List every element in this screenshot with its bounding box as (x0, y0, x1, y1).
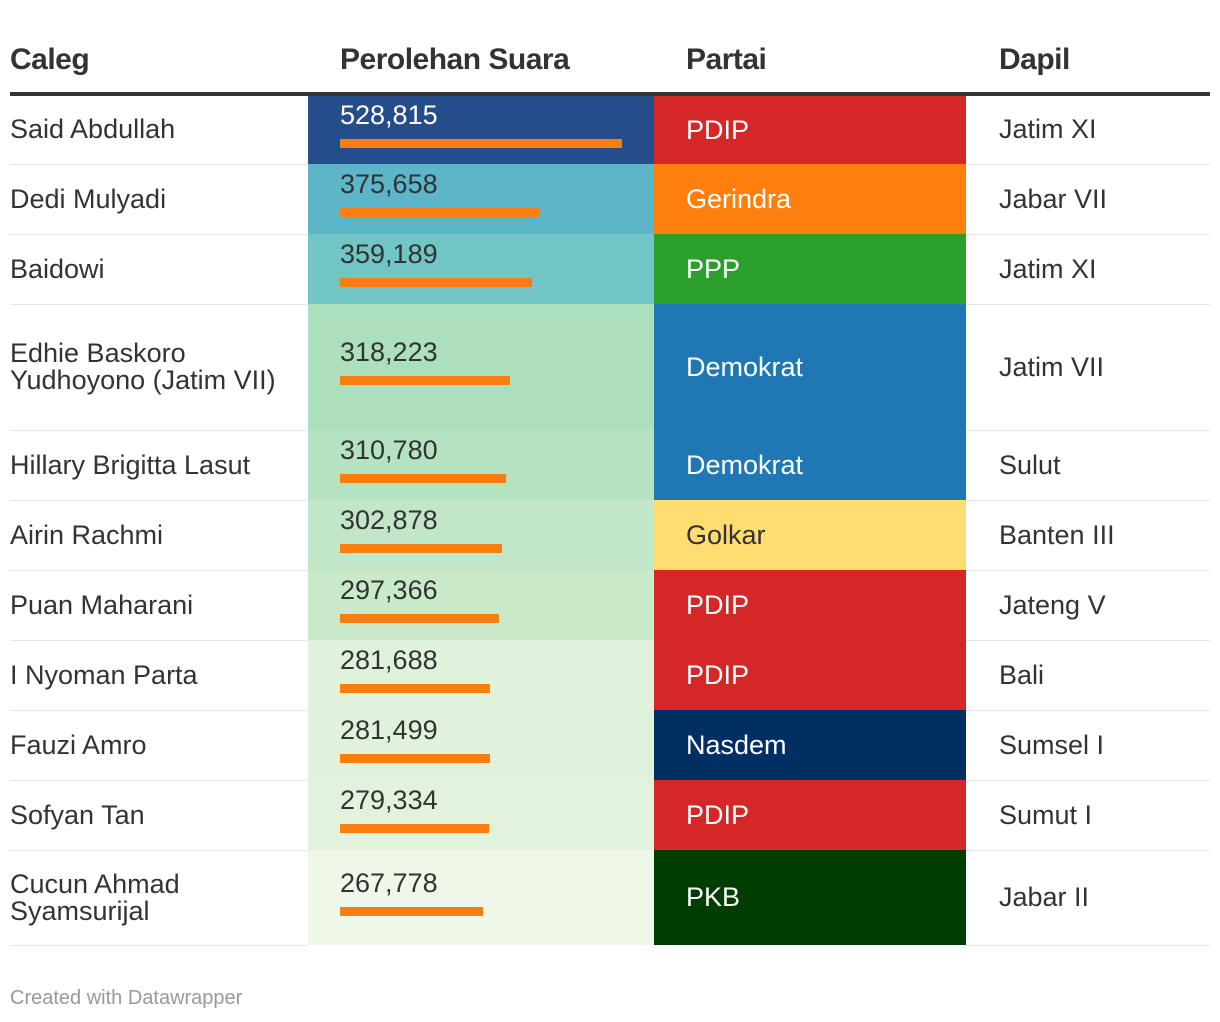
cell-votes: 310,780 (308, 430, 654, 500)
cell-caleg: Cucun Ahmad Syamsurijal (10, 850, 308, 946)
cell-votes: 375,658 (308, 164, 654, 234)
cell-partai: Demokrat (654, 430, 966, 500)
table-row: Sofyan Tan 279,334 PDIP Sumut I (10, 780, 1210, 851)
cell-votes: 267,778 (308, 850, 654, 945)
cell-caleg: Sofyan Tan (10, 780, 308, 851)
cell-caleg: Fauzi Amro (10, 710, 308, 781)
vote-value: 267,778 (340, 867, 438, 898)
cell-dapil: Sumut I (966, 780, 1210, 851)
cell-partai: PDIP (654, 780, 966, 850)
cell-partai: Nasdem (654, 710, 966, 780)
vote-cell-content: 279,334 (340, 787, 654, 833)
vote-cell-content: 528,815 (340, 102, 654, 148)
vote-cell-content: 359,189 (340, 241, 654, 287)
vote-bar (340, 278, 532, 287)
cell-caleg: I Nyoman Parta (10, 640, 308, 711)
cell-dapil: Sulut (966, 430, 1210, 501)
cell-votes: 281,688 (308, 640, 654, 710)
header-votes[interactable]: Perolehan Suara (308, 28, 654, 96)
cell-votes: 359,189 (308, 234, 654, 304)
cell-partai: PDIP (654, 94, 966, 164)
vote-value: 281,688 (340, 645, 438, 675)
vote-value: 359,189 (340, 239, 438, 269)
vote-value: 310,780 (340, 435, 438, 465)
cell-votes: 528,815 (308, 94, 654, 164)
cell-dapil: Bali (966, 640, 1210, 711)
table-row: Hillary Brigitta Lasut 310,780 Demokrat Sul… (10, 430, 1210, 501)
vote-bar (340, 754, 490, 763)
header-caleg[interactable]: Caleg (10, 28, 308, 96)
vote-cell-content: 310,780 (340, 437, 654, 483)
vote-cell-content: 267,778 (340, 867, 654, 916)
header-dapil[interactable]: Dapil (966, 28, 1210, 96)
vote-cell-content: 302,878 (340, 507, 654, 553)
vote-bar (340, 906, 483, 916)
cell-caleg: Airin Rachmi (10, 500, 308, 571)
cell-dapil: Jabar II (966, 850, 1210, 946)
header-row: Caleg Perolehan Suara Partai Dapil (10, 28, 1210, 96)
cell-partai: Gerindra (654, 164, 966, 234)
table-row: Said Abdullah 528,815 PDIP Jatim XI (10, 94, 1210, 165)
vote-bar (340, 474, 506, 483)
vote-value: 281,499 (340, 715, 438, 745)
credit-footer: Created with Datawrapper (10, 987, 243, 1009)
cell-dapil: Jatim XI (966, 234, 1210, 305)
cell-caleg: Dedi Mulyadi (10, 164, 308, 235)
table-row: Baidowi 359,189 PPP Jatim XI (10, 234, 1210, 305)
table-row: I Nyoman Parta 281,688 PDIP Bali (10, 640, 1210, 711)
vote-value: 318,223 (340, 337, 438, 367)
vote-value: 302,878 (340, 505, 438, 535)
table-body: Said Abdullah 528,815 PDIP Jatim XI Dedi Mul… (10, 94, 1210, 946)
table-row: Puan Maharani 297,366 PDIP Jateng V (10, 570, 1210, 641)
vote-bar (340, 208, 540, 217)
cell-caleg: Baidowi (10, 234, 308, 305)
vote-cell-content: 297,366 (340, 577, 654, 623)
cell-caleg: Hillary Brigitta Lasut (10, 430, 308, 501)
vote-bar (340, 139, 622, 148)
cell-caleg: Puan Maharani (10, 570, 308, 641)
vote-cell-content: 318,223 (340, 339, 654, 385)
cell-votes: 279,334 (308, 780, 654, 850)
vote-value: 528,815 (340, 100, 438, 130)
cell-partai: PDIP (654, 640, 966, 710)
vote-value: 279,334 (340, 785, 438, 815)
vote-cell-content: 375,658 (340, 171, 654, 217)
vote-bar (340, 684, 490, 693)
vote-bar (340, 614, 499, 623)
vote-bar (340, 824, 489, 833)
vote-value: 375,658 (340, 169, 438, 199)
votes-table: Caleg Perolehan Suara Partai Dapil Said … (10, 28, 1210, 946)
header-partai[interactable]: Partai (654, 28, 966, 96)
table-row: Fauzi Amro 281,499 Nasdem Sumsel I (10, 710, 1210, 781)
table-header: Caleg Perolehan Suara Partai Dapil (10, 28, 1210, 96)
cell-dapil: Jatim XI (966, 94, 1210, 165)
cell-partai: PKB (654, 850, 966, 945)
cell-votes: 297,366 (308, 570, 654, 640)
cell-dapil: Banten III (966, 500, 1210, 571)
cell-caleg: Edhie Baskoro Yudhoyono (Jatim VII) (10, 304, 308, 431)
cell-partai: Golkar (654, 500, 966, 570)
cell-dapil: Jatim VII (966, 304, 1210, 431)
cell-dapil: Sumsel I (966, 710, 1210, 781)
table-row: Airin Rachmi 302,878 Golkar Banten III (10, 500, 1210, 571)
table-row: Cucun Ahmad Syamsurijal 267,778 PKB Jabar I… (10, 850, 1210, 946)
table-row: Dedi Mulyadi 375,658 Gerindra Jabar VII (10, 164, 1210, 235)
cell-partai: PPP (654, 234, 966, 304)
cell-partai: PDIP (654, 570, 966, 640)
vote-cell-content: 281,688 (340, 647, 654, 693)
table-row: Edhie Baskoro Yudhoyono (Jatim VII) 318,2… (10, 304, 1210, 431)
cell-partai: Demokrat (654, 304, 966, 430)
cell-votes: 302,878 (308, 500, 654, 570)
cell-votes: 281,499 (308, 710, 654, 780)
vote-bar (340, 544, 502, 553)
vote-value: 297,366 (340, 575, 438, 605)
cell-dapil: Jabar VII (966, 164, 1210, 235)
vote-bar (340, 376, 510, 385)
cell-dapil: Jateng V (966, 570, 1210, 641)
cell-votes: 318,223 (308, 304, 654, 430)
cell-caleg: Said Abdullah (10, 94, 308, 165)
vote-cell-content: 281,499 (340, 717, 654, 763)
